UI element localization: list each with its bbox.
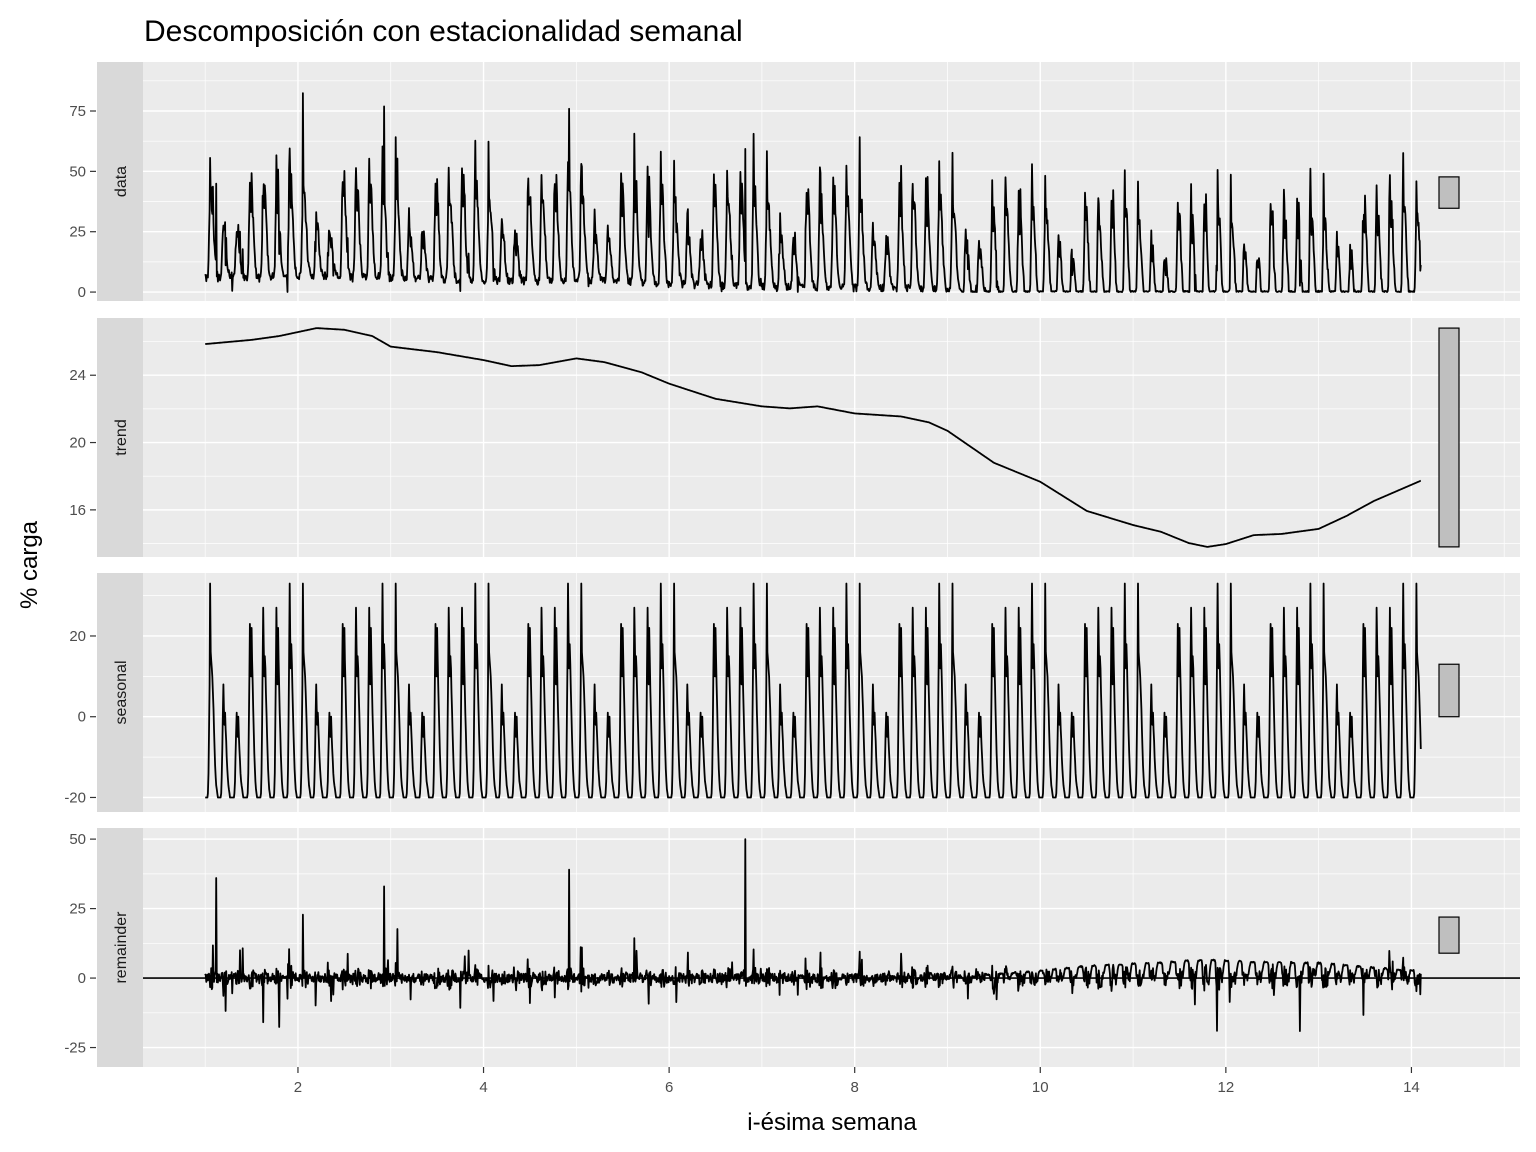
panel-remainder: remainder -25 0 25 50 [64,828,1520,1067]
range-bar [1438,327,1460,548]
strip-data [97,62,143,301]
trend-series-line [204,327,1422,548]
panel-seasonal: seasonal -20 0 20 [64,573,1520,812]
y-tick-label: 0 [78,284,86,301]
y-tick-label: 25 [69,901,86,918]
y-tick-label: 24 [69,367,86,384]
x-tick-label: 8 [851,1079,859,1096]
strip-label: data [113,166,130,197]
chart-title: Descomposición con estacionalidad semana… [144,15,743,48]
y-tick-label: 75 [69,103,86,120]
x-axis-label: i-ésima semana [747,1109,917,1136]
strip-remainder [97,828,143,1067]
data-series-line [204,92,1422,293]
x-tick-label: 12 [1218,1079,1235,1096]
strip-trend [97,318,143,557]
y-tick-label: 50 [69,163,86,180]
y-tick-label: 25 [69,224,86,241]
x-tick-label: 2 [294,1079,302,1096]
seasonal-series-line [204,582,1422,799]
y-tick-label: 50 [69,831,86,848]
range-bar [1438,663,1460,718]
y-axis-label: % carga [16,520,43,609]
y-tick-label: 16 [69,502,86,519]
range-bar [1438,176,1460,209]
strip-seasonal [97,573,143,812]
strip-label: trend [113,419,130,455]
y-tick-label: 20 [69,435,86,452]
y-tick-label: -25 [64,1040,86,1057]
x-tick-label: 14 [1403,1079,1420,1096]
x-tick-label: 10 [1032,1079,1049,1096]
range-bar [1438,916,1460,954]
panel-data: data 0 25 50 75 [69,62,1520,301]
strip-label: seasonal [113,660,130,724]
y-tick-label: -20 [64,789,86,806]
strip-label: remainder [113,911,130,984]
remainder-series-line [204,838,1422,1032]
y-tick-label: 0 [78,970,86,987]
panel-trend: trend 16 20 24 [69,318,1520,557]
y-tick-label: 20 [69,628,86,645]
panel-background [143,318,1520,557]
x-tick-label: 4 [479,1079,487,1096]
panel-background [143,828,1520,1067]
x-tick-label: 6 [665,1079,673,1096]
y-tick-label: 0 [78,709,86,726]
